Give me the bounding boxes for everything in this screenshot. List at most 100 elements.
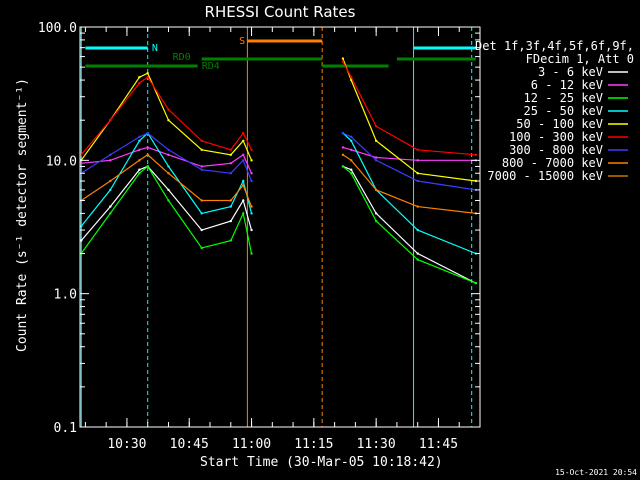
series-4-point-4 xyxy=(167,118,170,122)
series-group xyxy=(80,57,478,285)
series-6-point-10 xyxy=(341,131,345,135)
series-7-point-1 xyxy=(109,179,112,183)
series-0-point-0 xyxy=(80,239,83,242)
series-4-point-6 xyxy=(229,153,232,157)
series-0-point-1 xyxy=(109,205,112,208)
series-6-point-3 xyxy=(146,131,149,135)
series-3-point-7 xyxy=(242,179,245,183)
series-2-point-1 xyxy=(109,212,112,215)
series-5-point-2 xyxy=(138,81,141,85)
x-axis-label: Start Time (30-Mar-05 10:18:42) xyxy=(200,455,443,470)
x-tick-label-5: 11:45 xyxy=(419,437,458,452)
series-6-point-12 xyxy=(374,159,378,162)
series-4-point-13 xyxy=(416,172,419,175)
x-tick-label-2: 11:00 xyxy=(232,437,271,452)
series-7-point-8 xyxy=(250,205,253,208)
series-2-point-3 xyxy=(146,165,149,168)
series-4-point-10 xyxy=(341,57,345,60)
x-tick-label-0: 10:30 xyxy=(107,437,146,452)
annotation-rd0: RD0 xyxy=(173,52,191,63)
y-tick-label-3: 100.0 xyxy=(38,21,77,36)
series-7-point-13 xyxy=(416,205,419,208)
annotation-s: S xyxy=(239,36,245,47)
series-0-point-5 xyxy=(200,228,203,232)
legend-label-4: 50 - 100 keV xyxy=(516,117,603,131)
series-2-point-7 xyxy=(242,212,245,215)
series-0-point-12 xyxy=(374,212,378,215)
series-1-point-4 xyxy=(167,153,170,157)
series-2-point-4 xyxy=(167,199,170,202)
series-4-point-8 xyxy=(250,159,253,162)
series-3-point-5 xyxy=(200,212,203,215)
series-1-point-5 xyxy=(200,165,203,168)
series-7-point-7 xyxy=(242,184,245,187)
x-tick-label-4: 11:30 xyxy=(357,437,396,452)
annotation-rd4: RD4 xyxy=(202,61,220,72)
series-1-point-11 xyxy=(350,148,353,151)
plot-frame xyxy=(79,26,481,428)
series-1-point-7 xyxy=(242,153,245,157)
series-5-point-11 xyxy=(350,76,353,79)
series-5-point-0 xyxy=(80,153,83,157)
series-3-point-1 xyxy=(109,188,112,192)
series-5-point-1 xyxy=(109,118,112,122)
legend-label-5: 100 - 300 keV xyxy=(509,130,603,144)
series-3-point-2 xyxy=(138,139,141,143)
series-0-point-13 xyxy=(416,252,419,255)
series-3-point-8 xyxy=(250,212,253,215)
legend-label-8: 7000 - 15000 keV xyxy=(487,169,603,183)
series-1-point-6 xyxy=(229,162,232,165)
series-1-point-0 xyxy=(80,162,83,165)
series-2-point-13 xyxy=(416,258,419,261)
annotation-n: N xyxy=(152,43,158,54)
series-6-point-11 xyxy=(350,135,353,139)
series-3-point-13 xyxy=(416,228,419,232)
series-5-point-4 xyxy=(167,108,170,111)
series-1-point-2 xyxy=(138,148,141,151)
series-6-point-7 xyxy=(242,159,245,162)
series-6-point-5 xyxy=(200,168,203,171)
series-7-point-11 xyxy=(350,159,353,162)
series-6-point-13 xyxy=(416,179,419,183)
legend: Det 1f,3f,4f,5f,6f,9f, FDecim 1, Att 0 3… xyxy=(475,39,634,183)
series-0-point-8 xyxy=(250,228,253,232)
x-tick-label-3: 11:15 xyxy=(294,437,333,452)
series-0-point-11 xyxy=(350,168,353,171)
series-1-point-12 xyxy=(374,156,378,159)
chart-title: RHESSI Count Rates xyxy=(205,3,356,21)
series-5-point-5 xyxy=(200,139,203,143)
series-6-point-6 xyxy=(229,172,232,175)
y-tick-label-0: 0.1 xyxy=(54,421,77,436)
y-tick-label-1: 1.0 xyxy=(54,288,77,303)
series-1-point-8 xyxy=(250,172,253,175)
y-tick-label-2: 10.0 xyxy=(46,154,77,169)
series-0-point-6 xyxy=(229,219,232,223)
series-4-point-5 xyxy=(200,148,203,151)
series-4-point-3 xyxy=(146,72,149,75)
footer-timestamp: 15-Oct-2021 20:54 xyxy=(555,468,637,477)
series-6-point-2 xyxy=(138,135,141,139)
series-5-point-7 xyxy=(242,131,245,135)
series-5-point-13 xyxy=(416,148,419,151)
series-1-point-3 xyxy=(146,146,149,149)
series-5-point-3 xyxy=(146,76,149,79)
series-3-point-0 xyxy=(80,225,83,228)
series-5-point-12 xyxy=(374,125,378,128)
series-2-point-11 xyxy=(350,172,353,175)
series-0-point-2 xyxy=(138,168,141,171)
series-0-point-7 xyxy=(242,199,245,202)
legend-header-line-2: FDecim 1, Att 0 xyxy=(526,52,634,66)
legend-label-7: 800 - 7000 keV xyxy=(502,156,603,170)
series-7-point-5 xyxy=(200,199,203,202)
x-tick-label-1: 10:45 xyxy=(170,437,209,452)
series-7-point-10 xyxy=(341,153,345,157)
series-2-point-12 xyxy=(374,219,378,223)
series-2-point-2 xyxy=(138,172,141,175)
series-7-point-6 xyxy=(229,199,232,202)
series-4-point-7 xyxy=(242,139,245,143)
series-6-point-1 xyxy=(109,153,112,157)
y-axis-label: Count Rate (s⁻¹ detector segment⁻¹) xyxy=(15,78,30,352)
series-2-point-10 xyxy=(341,165,345,168)
